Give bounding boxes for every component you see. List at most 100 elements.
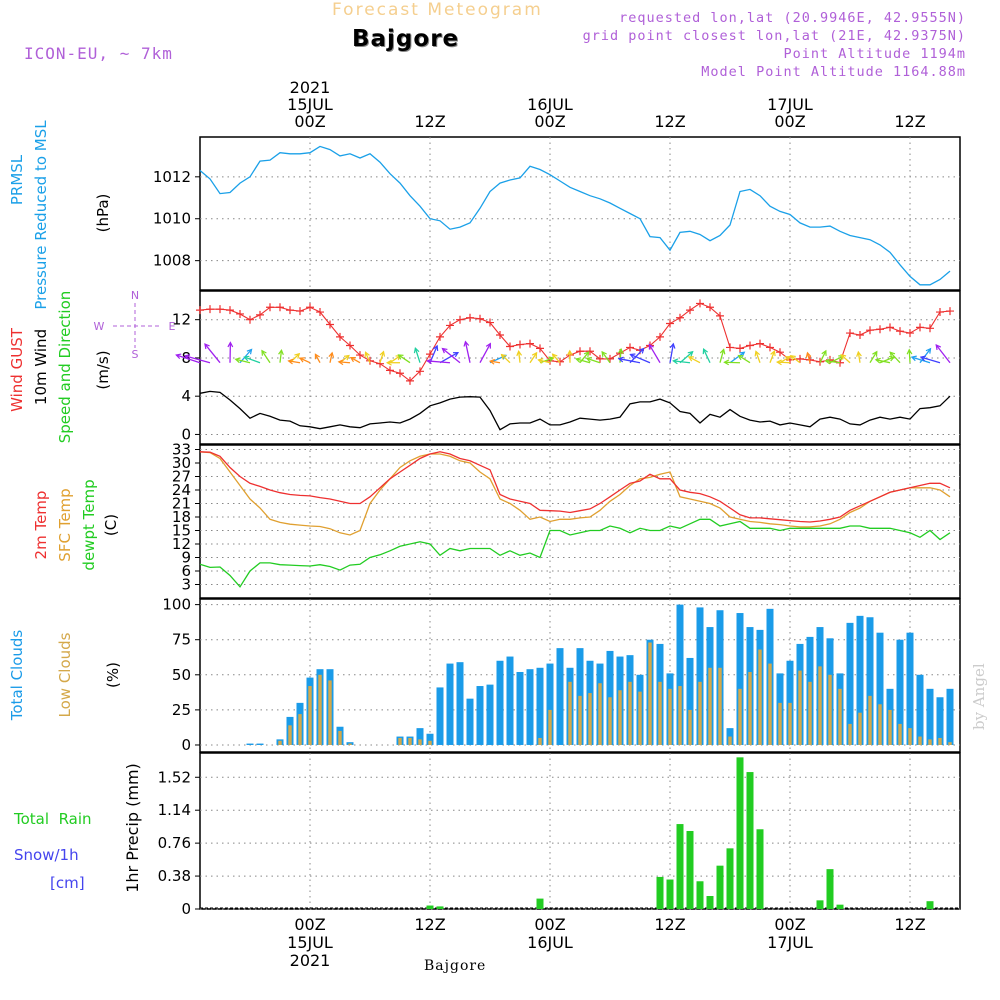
low-clouds-bar <box>878 704 882 745</box>
low-clouds-bar <box>768 663 772 745</box>
wind-direction-arrowhead <box>243 355 250 362</box>
wind-direction-arrowhead <box>531 351 538 358</box>
compass-south: S <box>132 348 139 361</box>
wind-gust-point <box>846 329 854 338</box>
low-clouds-bar <box>538 737 542 745</box>
wind-direction-arrowhead <box>617 347 624 354</box>
low-clouds-bar <box>938 737 942 745</box>
wind-gust-point <box>206 305 214 314</box>
pressure-line <box>199 145 951 286</box>
low-clouds-bar <box>898 723 902 745</box>
low-clouds-bar <box>788 702 792 745</box>
low-clouds-bar <box>738 688 742 745</box>
total-clouds-bar <box>416 728 424 745</box>
clouds-ytick-label: 0 <box>181 736 191 754</box>
low-clouds-bar <box>848 723 852 745</box>
low-clouds-bar <box>708 667 712 745</box>
precip-bar <box>706 896 714 909</box>
wind-direction-arrow <box>819 350 827 364</box>
clouds-ytick-label: 75 <box>172 631 191 649</box>
wind-direction-arrowhead <box>737 354 744 361</box>
total-clouds-bar <box>476 686 484 745</box>
wind-gust-point <box>716 311 724 320</box>
wind-gust-point <box>476 314 484 323</box>
wind-gust-point <box>436 332 444 341</box>
precip-bar <box>746 772 754 909</box>
temp-2m-line <box>199 451 951 523</box>
wind-gust-point <box>596 354 604 363</box>
low-clouds-bar <box>288 725 292 745</box>
wind-direction-arrow <box>908 349 911 363</box>
location-title: Bajgore <box>352 26 460 52</box>
wind-direction-arrow <box>518 351 521 363</box>
wind-gust-point <box>466 313 474 322</box>
total-clouds-bar <box>676 604 684 745</box>
low-clouds-bar <box>578 695 582 745</box>
pressure-ytick-label: 1012 <box>153 168 191 186</box>
wind-direction-arrowhead <box>687 356 694 362</box>
wind-gust-point <box>896 327 904 336</box>
wind-gust-point <box>286 306 294 315</box>
wind-direction-arrow <box>618 358 641 364</box>
wind-direction-arrow <box>529 352 538 364</box>
wind-gust-point <box>386 366 394 375</box>
low-clouds-bar <box>868 695 872 745</box>
precip-bar <box>736 757 744 909</box>
grid-point-coords: grid point closest lon,lat (21E, 42.9375… <box>582 28 966 44</box>
total-clouds-bar <box>686 657 694 745</box>
total-clouds-bar <box>556 648 564 745</box>
wind-direction-arrow <box>288 360 301 364</box>
bottom-time-label: 15JUL <box>287 933 333 952</box>
wind-gust-point <box>266 303 274 312</box>
pressure-ytick-label: 1010 <box>153 210 191 228</box>
wind-direction-arrowhead <box>500 353 507 360</box>
footer-location: Bajgore <box>424 958 487 974</box>
wind-direction-arrowhead <box>840 353 847 360</box>
wind-direction-arrow <box>679 351 694 364</box>
pressure-panel-frame <box>199 136 961 291</box>
pressure-unit-label: (hPa) <box>94 194 112 233</box>
total-clouds-bar <box>736 613 744 745</box>
total-clouds-label: Total Clouds <box>8 630 26 722</box>
wind-gust-point <box>856 330 864 339</box>
wind-gust-point <box>536 344 544 353</box>
wind-direction-arrowhead <box>805 351 812 358</box>
wind-direction-arrow <box>630 353 651 364</box>
wind-direction-arrow <box>427 360 451 364</box>
wind-direction-arrowhead <box>261 349 267 356</box>
temperature-panel-frame <box>199 444 961 599</box>
low-clouds-bar <box>588 693 592 745</box>
low-clouds-bar <box>408 737 412 745</box>
wind-ytick-label: 0 <box>181 425 191 443</box>
wind-gust-point <box>916 323 924 332</box>
wind-direction-arrow <box>429 345 438 363</box>
wind-direction-arrowhead <box>227 341 234 348</box>
wind-direction-arrow <box>552 353 561 364</box>
total-clouds-bar <box>536 667 544 745</box>
low-clouds-bar <box>678 686 682 745</box>
total-clouds-bar <box>866 617 874 745</box>
wind-gust-point <box>246 315 254 324</box>
wind-gust-point <box>906 329 914 338</box>
low-clouds-bar <box>668 688 672 745</box>
wind-direction-arrow <box>204 343 221 364</box>
clouds-unit-label: (%) <box>104 662 122 688</box>
wind-direction-arrowhead <box>754 350 761 357</box>
wind-direction-arrow <box>279 350 283 363</box>
wind-direction-arrowhead <box>935 344 942 351</box>
wind-gust-point <box>506 342 514 351</box>
precip-bar <box>926 901 934 909</box>
precip-bar <box>686 831 694 909</box>
wind-direction-arrowhead <box>452 351 460 358</box>
wind-gust-point <box>316 308 324 317</box>
precip-bar <box>716 865 724 909</box>
low-clouds-bar <box>658 681 662 745</box>
wind-direction-arrow <box>911 356 931 364</box>
precip-ytick-label: 0.76 <box>158 834 191 852</box>
temperature-ytick-label: 9 <box>181 549 191 567</box>
precip-ytick-label: 0 <box>181 900 191 918</box>
low-clouds-bar <box>298 714 302 745</box>
wind-speed-line <box>199 390 951 431</box>
wind-gust-point <box>946 307 954 316</box>
wind-direction-arrow <box>601 351 611 364</box>
